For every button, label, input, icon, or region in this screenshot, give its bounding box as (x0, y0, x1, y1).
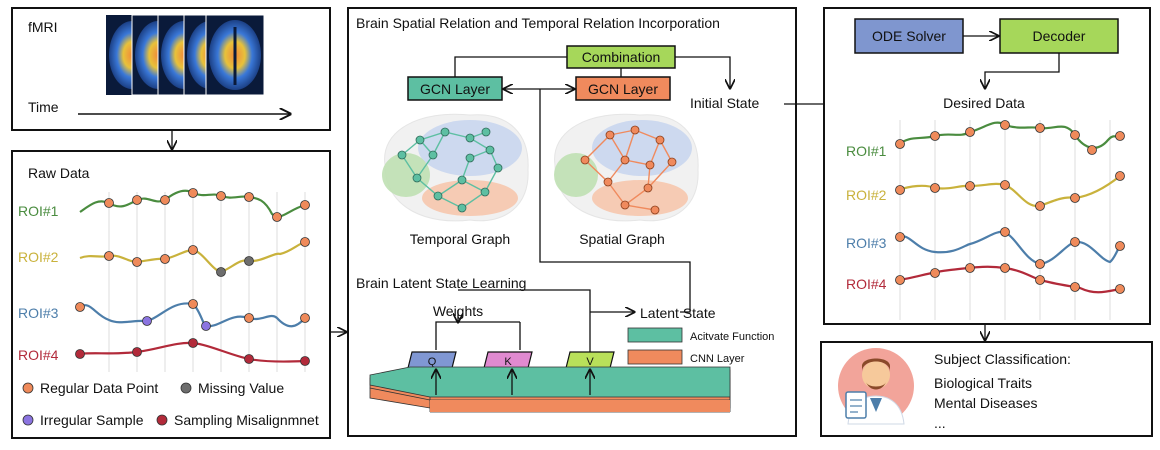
gcn-layer-right-box (575, 76, 671, 101)
classification-title: Subject Classification: (934, 351, 1071, 367)
legend-misalign-dot (156, 414, 168, 426)
raw-roi4-label: ROI#4 (18, 347, 59, 363)
decoder-label: Decoder (1033, 28, 1086, 44)
gcn-layer-right-label: GCN Layer (588, 81, 658, 97)
spatial-graph-label: Spatial Graph (579, 231, 665, 247)
desired-roi2-label: ROI#2 (846, 187, 887, 203)
legend-misalign-label: Sampling Misalignmnet (174, 412, 319, 428)
legend-activate-label: Acitvate Function (690, 331, 774, 343)
fmri-scan-stack (106, 14, 265, 96)
raw-legend: Regular Data Point Missing Value Irregul… (22, 380, 319, 428)
q-label: Q (428, 356, 437, 368)
time-label: Time (28, 99, 59, 115)
desired-roi4-curve (897, 265, 1121, 294)
legend-missing-label: Missing Value (198, 380, 284, 396)
ode-solver-label: ODE Solver (872, 28, 946, 44)
center-connectors (435, 56, 730, 350)
temporal-brain-graph (382, 113, 529, 222)
desired-roi1-label: ROI#1 (846, 143, 887, 159)
doctor-icon (838, 348, 914, 425)
classification-item-1: Biological Traits (934, 375, 1032, 391)
initial-state-label: Initial State (690, 95, 759, 111)
fmri-title: fMRI (28, 19, 58, 35)
raw-points (75, 188, 310, 366)
raw-roi1-label: ROI#1 (18, 203, 59, 219)
cnn-activation-slab (369, 366, 731, 413)
desired-roi3-curve (897, 230, 1121, 266)
legend-missing-dot (180, 382, 192, 394)
raw-data-title: Raw Data (28, 165, 90, 181)
right-panel (823, 7, 1151, 325)
latent-state-label: Latent State (640, 305, 716, 321)
legend-regular-dot (22, 382, 34, 394)
decoder-to-desired-arrow (985, 53, 1060, 88)
v-label: V (586, 356, 594, 368)
desired-points (895, 120, 1125, 294)
ode-solver-box (854, 18, 964, 54)
desired-roi4-label: ROI#4 (846, 276, 887, 292)
k-label: K (504, 356, 512, 368)
decoder-box (999, 18, 1119, 54)
legend-irregular-dot (22, 414, 34, 426)
legend-activate-swatch (627, 327, 683, 343)
legend-cnn-label: CNN Layer (690, 353, 745, 365)
classification-item-3: ... (934, 415, 946, 431)
raw-roi3-curve (79, 302, 306, 328)
center-title: Brain Spatial Relation and Temporal Rela… (356, 15, 720, 31)
spatial-brain-graph (554, 113, 699, 222)
legend-cnn-swatch (627, 349, 683, 365)
slab-up-arrows (436, 370, 590, 395)
raw-gridlines (108, 192, 306, 372)
classification-item-2: Mental Diseases (934, 395, 1038, 411)
legend-irregular-label: Irregular Sample (40, 412, 144, 428)
desired-roi3-label: ROI#3 (846, 235, 887, 251)
temporal-graph-label: Temporal Graph (410, 231, 510, 247)
legend-regular-label: Regular Data Point (40, 380, 158, 396)
gcn-layer-left-label: GCN Layer (420, 81, 490, 97)
desired-data-title: Desired Data (943, 95, 1025, 111)
latent-learning-title: Brain Latent State Learning (356, 275, 526, 291)
raw-roi2-label: ROI#2 (18, 249, 59, 265)
combination-label: Combination (582, 49, 661, 65)
raw-roi3-label: ROI#3 (18, 305, 59, 321)
weights-label: Weights (433, 303, 483, 319)
